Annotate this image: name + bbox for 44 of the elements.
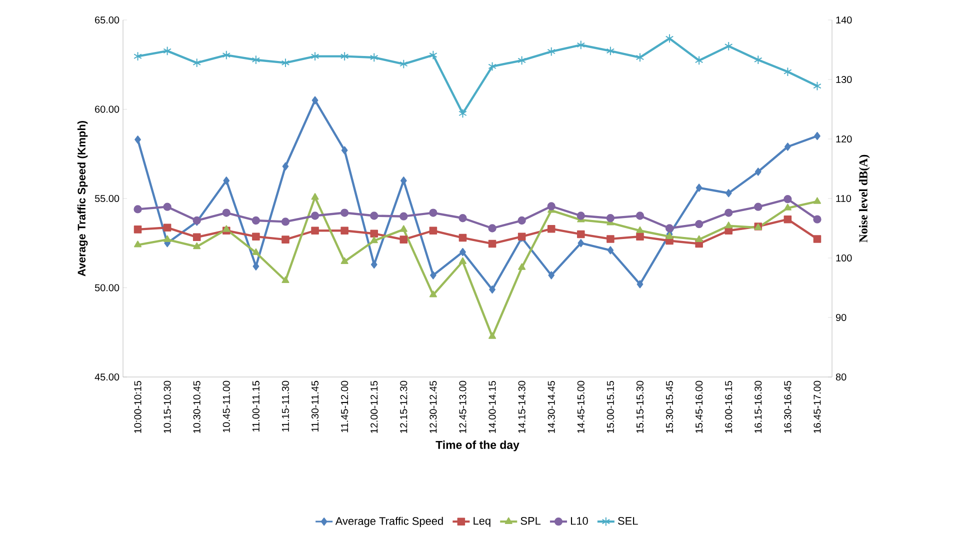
x-tick-label: 10.15-10.30: [164, 380, 171, 433]
legend-label: Leq: [474, 517, 490, 527]
x-tick-label: 10:00-10:15: [134, 380, 142, 433]
y-tick-label: 50.00: [94, 284, 120, 292]
x-tick-label: 15.00-15.15: [606, 380, 614, 433]
x-tick-label: 11.45-12.00: [341, 380, 348, 432]
x-tick-label: 15.45-16.00: [696, 380, 703, 433]
y2-tick-label: 130: [836, 76, 852, 84]
x-tick-label: 12.15-12.30: [400, 380, 408, 433]
x-tick-label: 14.45-15.00: [577, 380, 584, 433]
y-tick-label: 55.00: [94, 194, 120, 202]
x-tick-label: 12.45-13.00: [459, 380, 466, 433]
y-tick-label: 45.00: [94, 373, 120, 381]
y-axis-title: Average Traffic Speed (Kmph): [77, 121, 88, 276]
y2-tick-label: 90: [836, 314, 846, 322]
legend-label: SEL: [618, 517, 638, 525]
x-tick-label: 15.15-15.30: [636, 380, 644, 433]
x-tick-label: 10.45-11.00: [222, 380, 230, 432]
y2-tick-label: 140: [836, 16, 852, 24]
y2-tick-label: 110: [836, 194, 852, 202]
legend-label: L10: [570, 517, 588, 525]
x-tick-label: 14.00-14.15: [488, 380, 496, 433]
legend-label: Average Traffic Speed: [335, 516, 443, 528]
x-tick-label: 11.00-11.15: [252, 380, 260, 432]
y-tick-label: 60.00: [95, 106, 120, 113]
legend-label: SPL: [520, 517, 541, 525]
x-tick-label: 10.30-10.45: [193, 380, 200, 433]
x-tick-label: 16.30-16.45: [784, 380, 792, 433]
x-axis-title: Time of the day: [436, 440, 520, 452]
x-tick-label: 16.00-16.15: [725, 380, 732, 433]
y2-tick-label: 100: [836, 254, 852, 262]
x-tick-label: 12.30-12.45: [430, 380, 437, 433]
x-tick-label: 11.30-11.45: [312, 380, 319, 432]
y-tick-label: 65.00: [95, 16, 120, 24]
x-tick-label: 11.15-11.30: [282, 380, 290, 432]
x-tick-label: 15.30-15.45: [666, 380, 674, 433]
y2-axis-title: Noise level dB(A): [858, 154, 870, 242]
x-tick-label: 12.00-12.15: [370, 380, 378, 433]
x-tick-label: 16.15-16.30: [754, 380, 762, 433]
x-tick-label: 16.45-17.00: [814, 380, 821, 433]
y2-tick-label: 80: [836, 373, 846, 381]
x-tick-label: 14.30-14.45: [548, 380, 555, 433]
y2-tick-label: 120: [836, 135, 852, 143]
x-tick-label: 14.15-14.30: [518, 380, 526, 433]
